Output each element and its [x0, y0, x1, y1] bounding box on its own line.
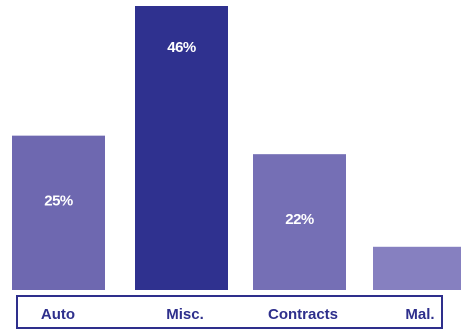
category-axis-box [16, 295, 443, 329]
bar-contracts [253, 154, 346, 290]
bar-auto [12, 135, 105, 290]
bar-misc [135, 6, 228, 290]
value-labels-group: 25% 46% 22% 7% [44, 39, 430, 306]
bars-group [12, 6, 461, 290]
category-label: Auto [41, 306, 75, 323]
bar-value-label: 46% [167, 39, 196, 56]
bar-mal [373, 246, 461, 290]
bar-value-label: 7% [409, 289, 430, 306]
category-label: Contracts [268, 306, 338, 323]
category-labels-group: Auto Misc. Contracts Mal. [41, 306, 435, 323]
bar-value-label: 22% [285, 211, 314, 228]
bar-value-label: 25% [44, 193, 73, 210]
category-label: Mal. [405, 306, 434, 323]
category-label: Misc. [166, 306, 204, 323]
